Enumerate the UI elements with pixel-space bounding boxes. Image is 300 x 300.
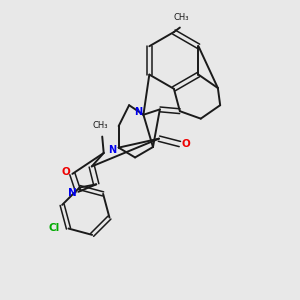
- Text: N: N: [134, 107, 142, 117]
- Text: O: O: [182, 139, 190, 149]
- Text: N: N: [68, 188, 77, 198]
- Text: CH₃: CH₃: [173, 13, 188, 22]
- Text: N: N: [108, 145, 116, 155]
- Text: CH₃: CH₃: [92, 121, 108, 130]
- Text: O: O: [61, 167, 70, 177]
- Text: Cl: Cl: [49, 223, 60, 233]
